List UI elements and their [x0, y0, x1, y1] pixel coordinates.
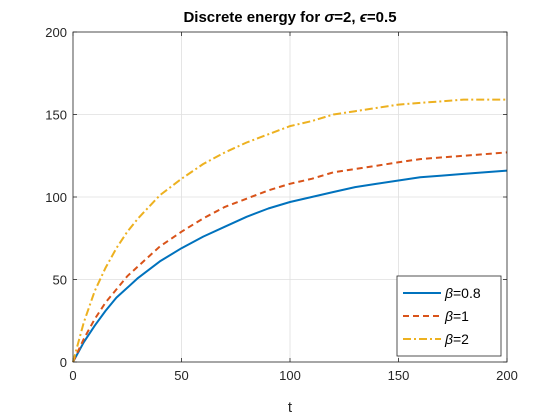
legend-label-value-2: =2	[453, 331, 469, 347]
y-tick-label-3: 150	[45, 108, 67, 123]
y-tick-label-4: 200	[45, 25, 67, 40]
title-mid: =2,	[334, 9, 359, 26]
legend-label-value-0: =0.8	[453, 285, 481, 301]
x-tick-label-0: 0	[69, 368, 76, 383]
legend-label-2: β=2	[444, 331, 469, 347]
x-tick-label-4: 200	[496, 368, 518, 383]
x-tick-label-1: 50	[174, 368, 188, 383]
legend-label-symbol-2: β	[444, 331, 453, 347]
legend-label-1: β=1	[444, 308, 469, 324]
axis-ticks: 0 50 100 150 200 0 50 100 150 200	[45, 25, 518, 383]
legend-label-symbol-1: β	[444, 308, 453, 324]
legend: β=0.8β=1β=2	[396, 275, 502, 357]
series-line-1	[72, 151, 508, 363]
legend-label-0: β=0.8	[444, 285, 481, 301]
title-sigma: σ	[324, 9, 335, 26]
y-tick-label-2: 100	[45, 190, 67, 205]
series-layer	[72, 98, 508, 363]
series-line-0	[72, 169, 508, 363]
legend-entries: β=0.8β=1β=2	[403, 285, 481, 347]
legend-label-symbol-0: β	[444, 285, 453, 301]
title-suffix: =0.5	[367, 9, 397, 26]
y-tick-label-0: 0	[60, 355, 67, 370]
title-prefix: Discrete energy for	[183, 9, 324, 26]
y-tick-label-1: 50	[53, 273, 67, 288]
series-line-2	[72, 98, 507, 363]
x-axis-label: t	[288, 399, 293, 416]
chart-title: Discrete energy for σ=2, ϵ=0.5	[183, 9, 396, 26]
x-tick-label-3: 150	[388, 368, 410, 383]
x-tick-label-2: 100	[279, 368, 301, 383]
legend-label-value-1: =1	[453, 308, 469, 324]
title-epsilon: ϵ	[360, 9, 368, 26]
